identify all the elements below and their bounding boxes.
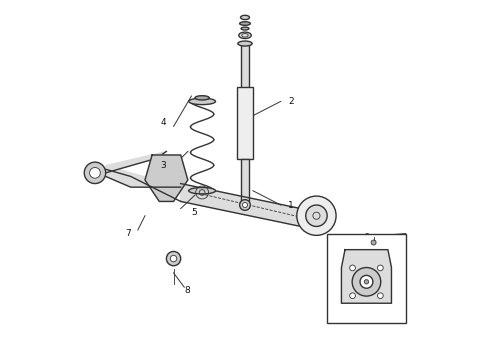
Polygon shape (106, 166, 181, 187)
Circle shape (297, 196, 336, 235)
Ellipse shape (240, 22, 250, 25)
Circle shape (364, 280, 368, 284)
Text: 6: 6 (363, 233, 368, 242)
Circle shape (377, 293, 383, 298)
Polygon shape (106, 152, 167, 173)
Text: 8: 8 (184, 286, 190, 295)
Polygon shape (145, 155, 188, 202)
Bar (241, 44, 249, 94)
Ellipse shape (189, 188, 216, 194)
Circle shape (243, 203, 247, 207)
Text: 2: 2 (288, 97, 294, 106)
Circle shape (377, 265, 383, 271)
Circle shape (350, 265, 355, 271)
Circle shape (350, 293, 355, 298)
Circle shape (171, 255, 177, 262)
Bar (327, 234, 406, 323)
Circle shape (352, 267, 381, 296)
Circle shape (90, 167, 100, 178)
Text: 4: 4 (161, 118, 167, 127)
Bar (242, 158, 248, 202)
Ellipse shape (241, 27, 249, 30)
Circle shape (306, 205, 327, 226)
Circle shape (240, 200, 250, 210)
Circle shape (371, 240, 376, 245)
Ellipse shape (189, 98, 216, 105)
Ellipse shape (241, 15, 249, 19)
Circle shape (167, 251, 181, 266)
Text: 3: 3 (161, 161, 167, 170)
Text: 1: 1 (288, 201, 294, 210)
Bar (237, 87, 253, 158)
Ellipse shape (239, 32, 251, 39)
Text: 5: 5 (192, 208, 197, 217)
Polygon shape (181, 184, 309, 228)
Ellipse shape (238, 41, 252, 46)
Circle shape (360, 275, 373, 288)
Ellipse shape (195, 96, 209, 100)
Polygon shape (342, 249, 392, 303)
Text: 7: 7 (125, 229, 131, 238)
Circle shape (84, 162, 106, 184)
